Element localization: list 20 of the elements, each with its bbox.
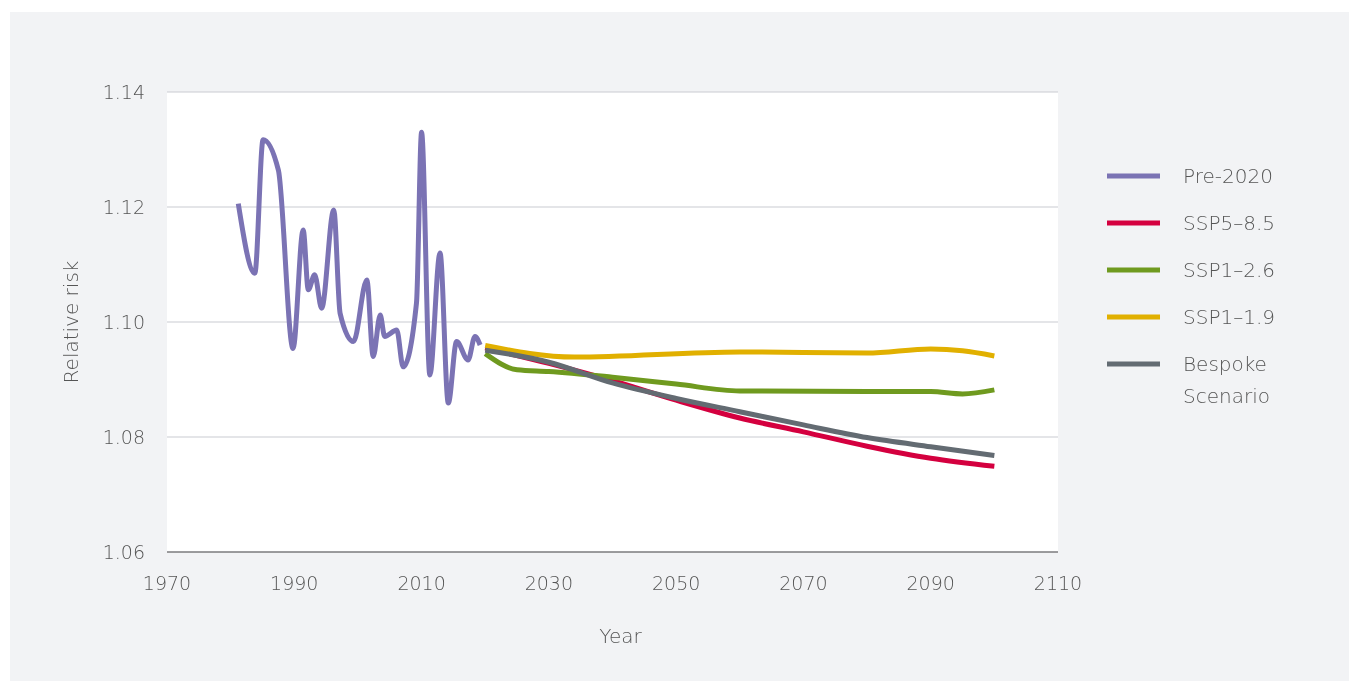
x-tick-label: 2050 (651, 572, 701, 594)
x-tick-label: 2010 (397, 572, 446, 594)
y-tick-label: 1.10 (102, 310, 145, 333)
y-tick-label: 1.14 (102, 80, 145, 103)
legend-label: SSP1–1.9 (1183, 305, 1275, 329)
x-tick-label: 1990 (270, 572, 319, 594)
y-tick-label: 1.06 (102, 540, 145, 563)
x-tick-label: 2030 (524, 572, 574, 594)
x-axis-title: Year (599, 624, 643, 648)
x-tick-label: 2070 (779, 572, 828, 594)
x-tick-label: 2110 (1033, 572, 1083, 594)
x-tick-label: 2090 (906, 572, 955, 594)
y-axis-title: Relative risk (59, 260, 83, 384)
legend-label: SSP5–8.5 (1183, 211, 1275, 235)
x-tick-label: 1970 (142, 572, 192, 594)
y-tick-label: 1.12 (102, 195, 145, 218)
y-tick-label: 1.08 (102, 425, 145, 448)
legend-label: Bespoke Scenario (1183, 352, 1270, 408)
legend-label: SSP1–2.6 (1183, 258, 1275, 282)
legend-label: Pre-2020 (1183, 164, 1273, 188)
